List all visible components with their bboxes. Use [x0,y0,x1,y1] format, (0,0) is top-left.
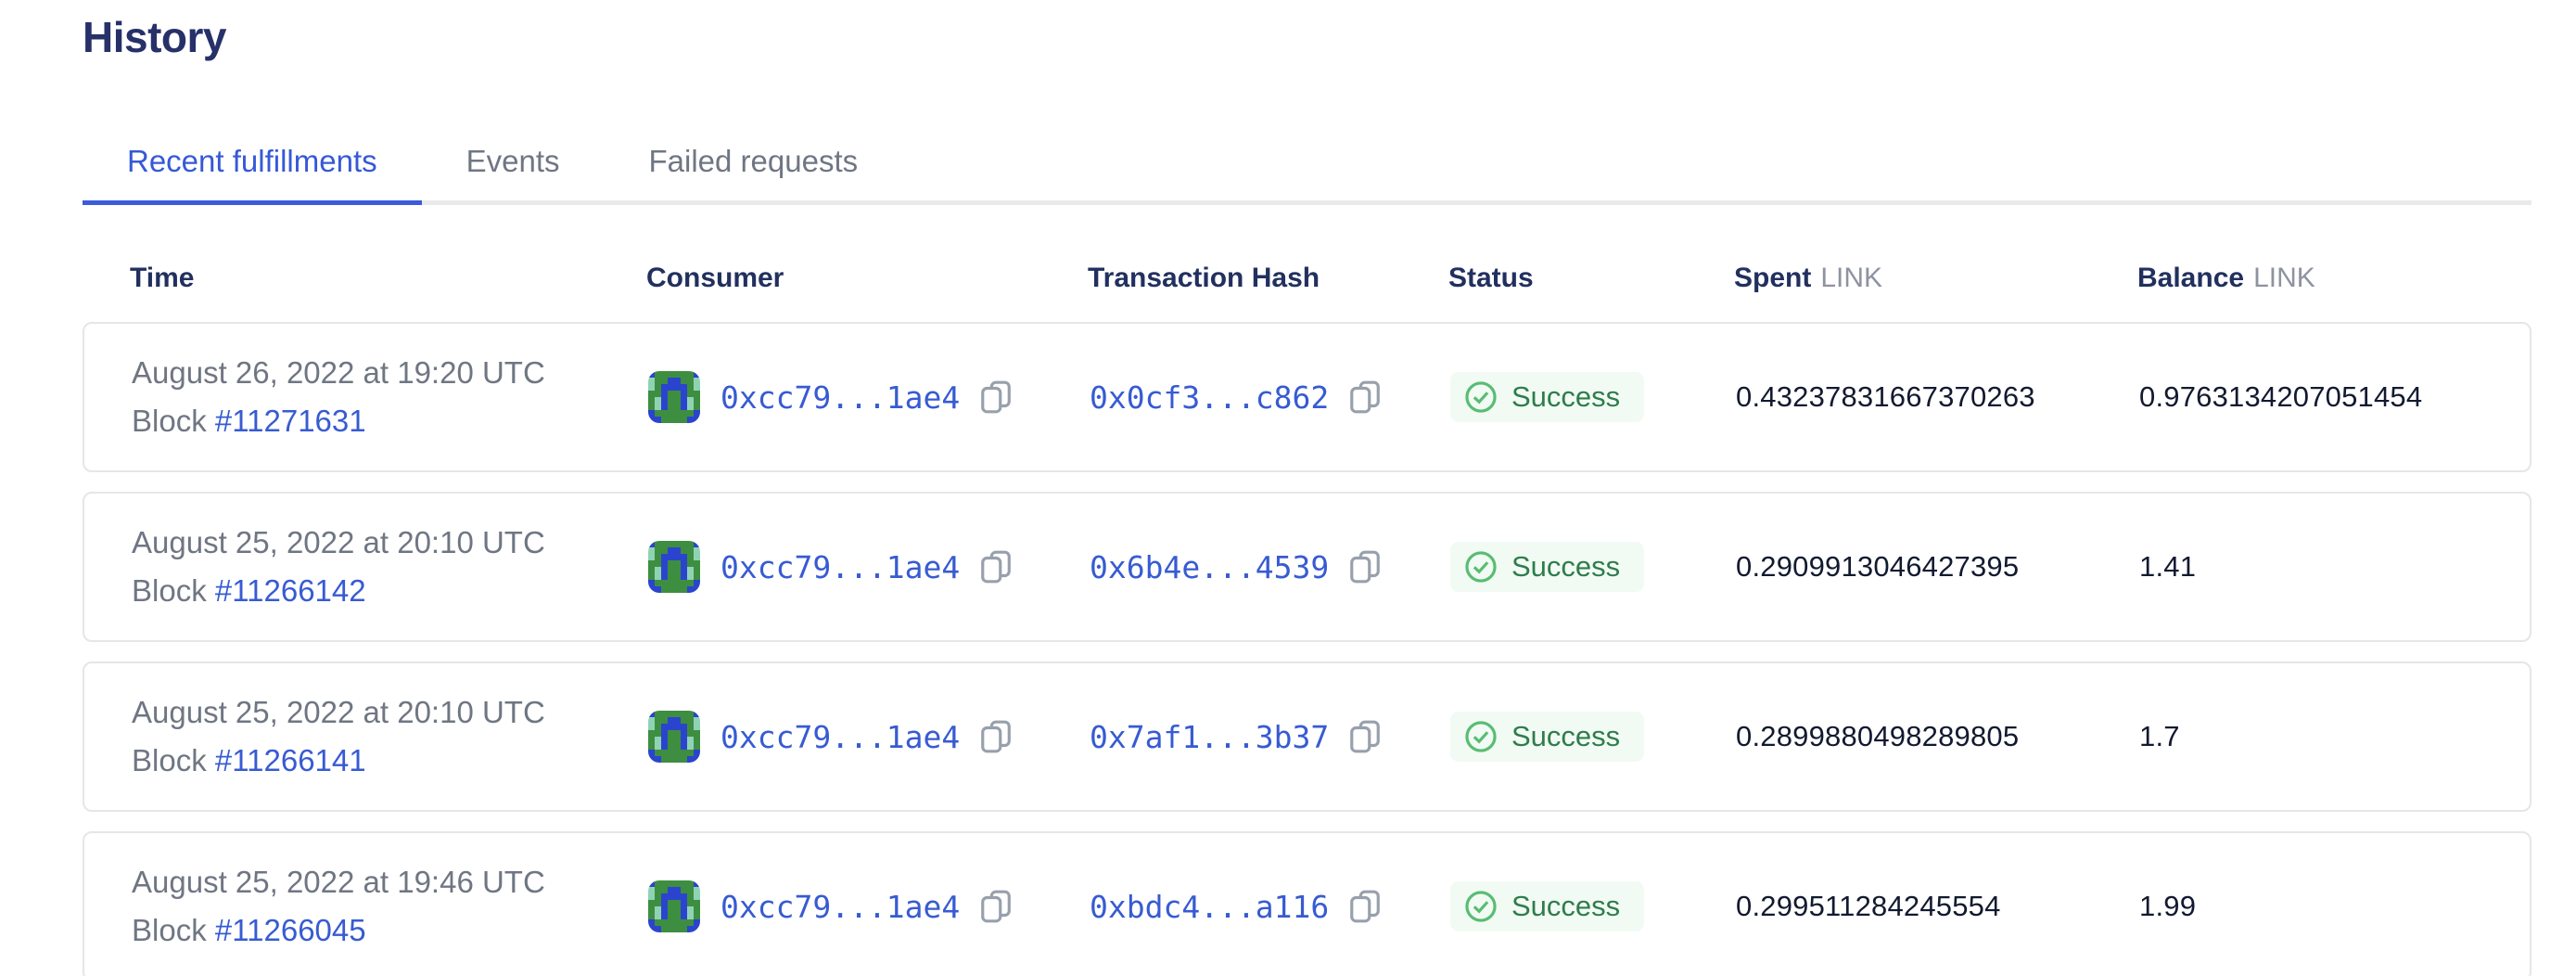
timestamp-text: August 25, 2022 at 20:10 UTC [132,525,545,559]
spent-value: 0.299511284245554 [1736,890,2001,922]
copy-icon[interactable] [1347,377,1383,417]
spent-value: 0.2899880498289805 [1736,720,2020,752]
block-number-link[interactable]: #11271631 [214,404,366,438]
status-badge: Success [1450,881,1645,931]
table-row: August 25, 2022 at 19:46 UTC Block #1126… [83,831,2531,976]
check-circle-icon [1463,549,1498,584]
status-label: Success [1511,550,1621,583]
block-line: Block #11266045 [132,908,648,953]
spent-unit-label: LINK [1820,263,1883,293]
copy-icon[interactable] [1347,716,1383,757]
balance-value: 1.41 [2139,550,2197,583]
consumer-address-link[interactable]: 0xcc79...1ae4 [721,718,961,755]
block-line: Block #11266142 [132,569,648,613]
block-label: Block [132,913,215,947]
copy-icon[interactable] [978,377,1014,417]
transaction-hash-cell: 0x6b4e...4539 [1090,546,1450,587]
copy-icon[interactable] [1347,546,1383,587]
balance-value: 1.99 [2139,890,2197,922]
table-row: August 25, 2022 at 20:10 UTC Block #1126… [83,661,2531,812]
status-cell: Success [1450,372,1736,422]
time-cell: August 25, 2022 at 19:46 UTC Block #1126… [132,860,648,953]
balance-value: 1.7 [2139,720,2180,752]
block-label: Block [132,573,215,608]
transaction-hash-link[interactable]: 0x0cf3...c862 [1090,379,1330,416]
status-badge: Success [1450,372,1645,422]
column-header-status: Status [1448,263,1534,293]
consumer-cell: 0xcc79...1ae4 [648,541,1090,593]
consumer-avatar [648,371,700,423]
status-cell: Success [1450,881,1736,931]
balance-label: Balance [2137,263,2245,293]
column-header-consumer: Consumer [646,263,784,293]
block-label: Block [132,404,215,438]
block-line: Block #11271631 [132,399,648,443]
history-tabs: Recent fulfillments Events Failed reques… [83,143,2531,205]
consumer-avatar [648,880,700,932]
block-number-link[interactable]: #11266141 [214,743,366,777]
timestamp-text: August 26, 2022 at 19:20 UTC [132,355,545,390]
fulfillments-table: August 26, 2022 at 19:20 UTC Block #1127… [83,322,2531,976]
transaction-hash-cell: 0x7af1...3b37 [1090,716,1450,757]
status-badge: Success [1450,542,1645,592]
time-cell: August 25, 2022 at 20:10 UTC Block #1126… [132,520,648,613]
consumer-cell: 0xcc79...1ae4 [648,880,1090,932]
status-label: Success [1511,720,1621,752]
page-title: History [83,13,226,61]
status-cell: Success [1450,542,1736,592]
check-circle-icon [1463,719,1498,754]
column-header-balance: Balance LINK [2137,263,2531,294]
consumer-cell: 0xcc79...1ae4 [648,711,1090,763]
copy-icon[interactable] [978,546,1014,587]
block-number-link[interactable]: #11266142 [214,573,366,608]
tab-recent-fulfillments[interactable]: Recent fulfillments [83,143,422,205]
spent-value: 0.2909913046427395 [1736,550,2020,583]
column-header-transaction-hash: Transaction Hash [1088,263,1320,293]
column-header-time: Time [130,263,195,293]
transaction-hash-cell: 0xbdc4...a116 [1090,886,1450,927]
table-row: August 26, 2022 at 19:20 UTC Block #1127… [83,322,2531,472]
consumer-cell: 0xcc79...1ae4 [648,371,1090,423]
transaction-hash-cell: 0x0cf3...c862 [1090,377,1450,417]
transaction-hash-link[interactable]: 0x6b4e...4539 [1090,548,1330,585]
status-label: Success [1511,890,1621,922]
copy-icon[interactable] [978,886,1014,927]
copy-icon[interactable] [1347,886,1383,927]
tab-events[interactable]: Events [465,144,560,178]
table-header-row: Time Consumer Transaction Hash Status Sp… [83,263,2531,294]
status-badge: Success [1450,712,1645,762]
check-circle-icon [1463,379,1498,415]
balance-unit-label: LINK [2253,263,2315,293]
copy-icon[interactable] [978,716,1014,757]
consumer-address-link[interactable]: 0xcc79...1ae4 [721,379,961,416]
history-page: History Recent fulfillments Events Faile… [0,13,2576,976]
block-number-link[interactable]: #11266045 [214,913,366,947]
transaction-hash-link[interactable]: 0xbdc4...a116 [1090,888,1330,925]
tab-failed-requests[interactable]: Failed requests [648,144,859,178]
column-header-spent: Spent LINK [1734,263,2137,294]
status-cell: Success [1450,712,1736,762]
consumer-address-link[interactable]: 0xcc79...1ae4 [721,548,961,585]
time-cell: August 25, 2022 at 20:10 UTC Block #1126… [132,690,648,783]
table-row: August 25, 2022 at 20:10 UTC Block #1126… [83,492,2531,642]
timestamp-text: August 25, 2022 at 20:10 UTC [132,695,545,729]
time-cell: August 26, 2022 at 19:20 UTC Block #1127… [132,351,648,443]
block-label: Block [132,743,215,777]
transaction-hash-link[interactable]: 0x7af1...3b37 [1090,718,1330,755]
timestamp-text: August 25, 2022 at 19:46 UTC [132,865,545,899]
spent-label: Spent [1734,263,1812,293]
consumer-avatar [648,711,700,763]
status-label: Success [1511,380,1621,413]
check-circle-icon [1463,889,1498,924]
block-line: Block #11266141 [132,738,648,783]
consumer-address-link[interactable]: 0xcc79...1ae4 [721,888,961,925]
consumer-avatar [648,541,700,593]
spent-value: 0.43237831667370263 [1736,380,2035,413]
balance-value: 0.9763134207051454 [2139,380,2423,413]
